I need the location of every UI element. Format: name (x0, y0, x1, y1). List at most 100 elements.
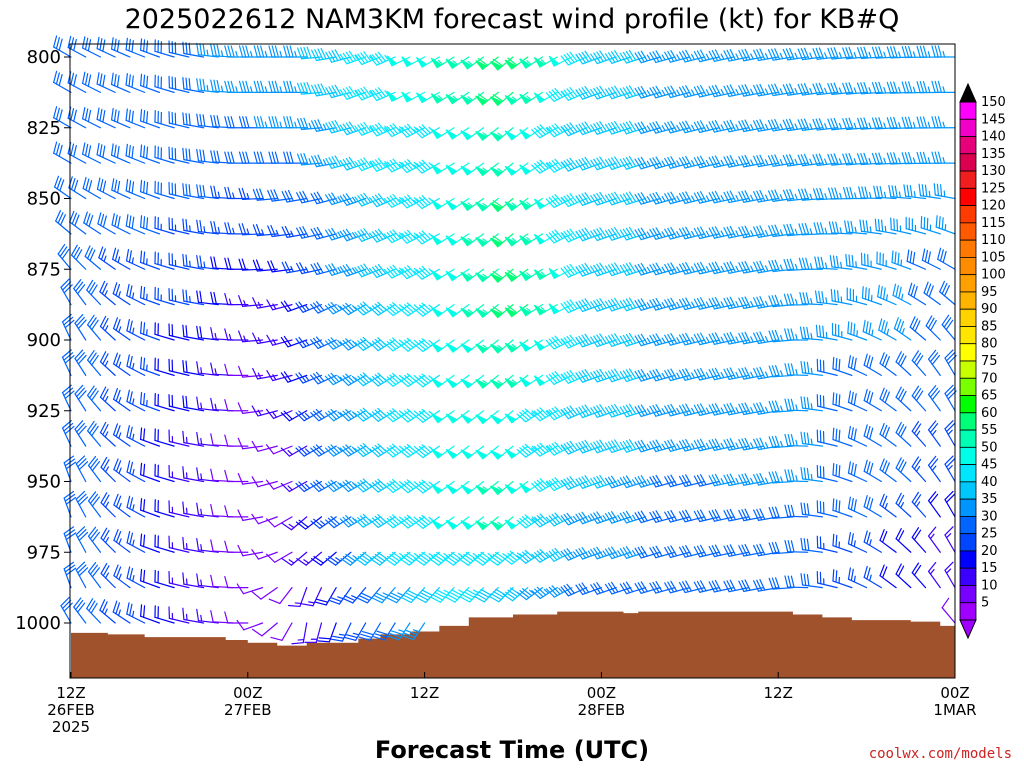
barb-flag (593, 194, 601, 205)
barb-flag (667, 298, 675, 310)
wind-barb (560, 369, 588, 384)
barb-half-flag (546, 162, 552, 168)
wind-barb (311, 154, 337, 168)
barb-half-flag (369, 125, 375, 132)
wind-barb (430, 233, 455, 246)
barb-flag (533, 445, 544, 456)
barb-flag (560, 161, 569, 172)
barb-flag (714, 544, 722, 556)
wind-barb (283, 151, 308, 164)
barb-flag (581, 511, 590, 523)
wind-barb (445, 268, 470, 282)
barb-flag (475, 555, 486, 564)
barb-flag (678, 192, 686, 204)
barb-half-flag (705, 159, 710, 167)
barb-half-flag (661, 54, 666, 61)
barb-half-flag (185, 543, 188, 550)
barb-flag (84, 143, 89, 157)
barb-flag (199, 149, 203, 162)
barb-flag (268, 151, 273, 164)
barb-flag (480, 551, 491, 560)
barb-pennant (490, 96, 503, 107)
barb-flag (295, 373, 304, 384)
barb-flag (569, 228, 578, 239)
wind-barb (168, 535, 190, 553)
barb-flag (507, 552, 518, 561)
barb-half-flag (118, 502, 122, 510)
barb-flag (96, 107, 100, 120)
barb-flag (569, 193, 578, 204)
barb-flag (604, 123, 613, 135)
wind-barb (310, 301, 337, 314)
barb-half-flag (467, 60, 474, 66)
barb-flag (803, 467, 807, 480)
wind-barb (60, 278, 73, 306)
wind-barb (475, 56, 499, 71)
barb-flag (61, 599, 72, 610)
barb-flag (283, 45, 288, 58)
barb-half-flag (264, 86, 268, 93)
barb-flag (853, 463, 857, 477)
wind-barb (816, 429, 838, 447)
wind-barb (590, 333, 617, 348)
barb-flag (360, 264, 369, 275)
barb-flag (708, 475, 716, 487)
barb-flag (649, 547, 657, 559)
wind-barb (634, 545, 661, 559)
barb-flag (339, 160, 348, 171)
barb-flag (296, 558, 307, 566)
barb-flag (678, 581, 686, 594)
barb-half-flag (228, 333, 232, 341)
barb-flag (310, 447, 320, 457)
wind-barb (895, 386, 912, 412)
barb-half-flag (735, 265, 740, 272)
barb-flag (622, 51, 631, 63)
wind-barb (354, 121, 381, 136)
wind-barb (325, 263, 352, 276)
wind-barb (619, 475, 647, 489)
barb-flag (622, 264, 631, 275)
barb-flag (545, 552, 555, 562)
barb-flag (608, 476, 616, 488)
barb-half-flag (131, 292, 135, 300)
barb-half-flag (452, 60, 459, 66)
wind-barb (354, 192, 381, 207)
barb-flag (756, 544, 763, 556)
barb-flag (784, 328, 789, 341)
wind-barb (154, 74, 175, 93)
wind-barb (100, 562, 116, 589)
barb-flag (102, 110, 106, 123)
wind-barb (252, 332, 278, 345)
wind-barb (430, 91, 455, 104)
barb-flag (619, 477, 628, 489)
barb-flag (202, 149, 206, 163)
barb-flag (599, 85, 607, 97)
wind-barb (708, 296, 735, 310)
barb-flag (682, 581, 689, 593)
barb-flag (879, 387, 885, 400)
wind-barb (590, 511, 617, 525)
barb-flag (369, 519, 379, 529)
barb-flag (599, 227, 607, 238)
barb-pennant (519, 199, 532, 211)
barb-flag (828, 221, 833, 234)
wind-barb (878, 318, 897, 341)
barb-flag (667, 121, 675, 133)
barb-flag (63, 561, 75, 570)
barb-flag (359, 515, 370, 525)
barb-flag (182, 218, 185, 232)
barb-flag (531, 553, 541, 563)
wind-barb (61, 420, 75, 447)
wind-barb (73, 597, 87, 624)
barb-flag (827, 153, 833, 166)
barb-pennant (475, 484, 488, 495)
barb-flag (566, 158, 575, 170)
barb-flag (611, 51, 619, 62)
barb-flag (477, 553, 489, 562)
barb-flag (593, 52, 601, 64)
barb-pennant (519, 305, 532, 317)
barb-half-flag (303, 559, 310, 564)
barb-flag (879, 564, 885, 577)
barb-flag (182, 147, 185, 161)
barb-flag (637, 299, 645, 311)
